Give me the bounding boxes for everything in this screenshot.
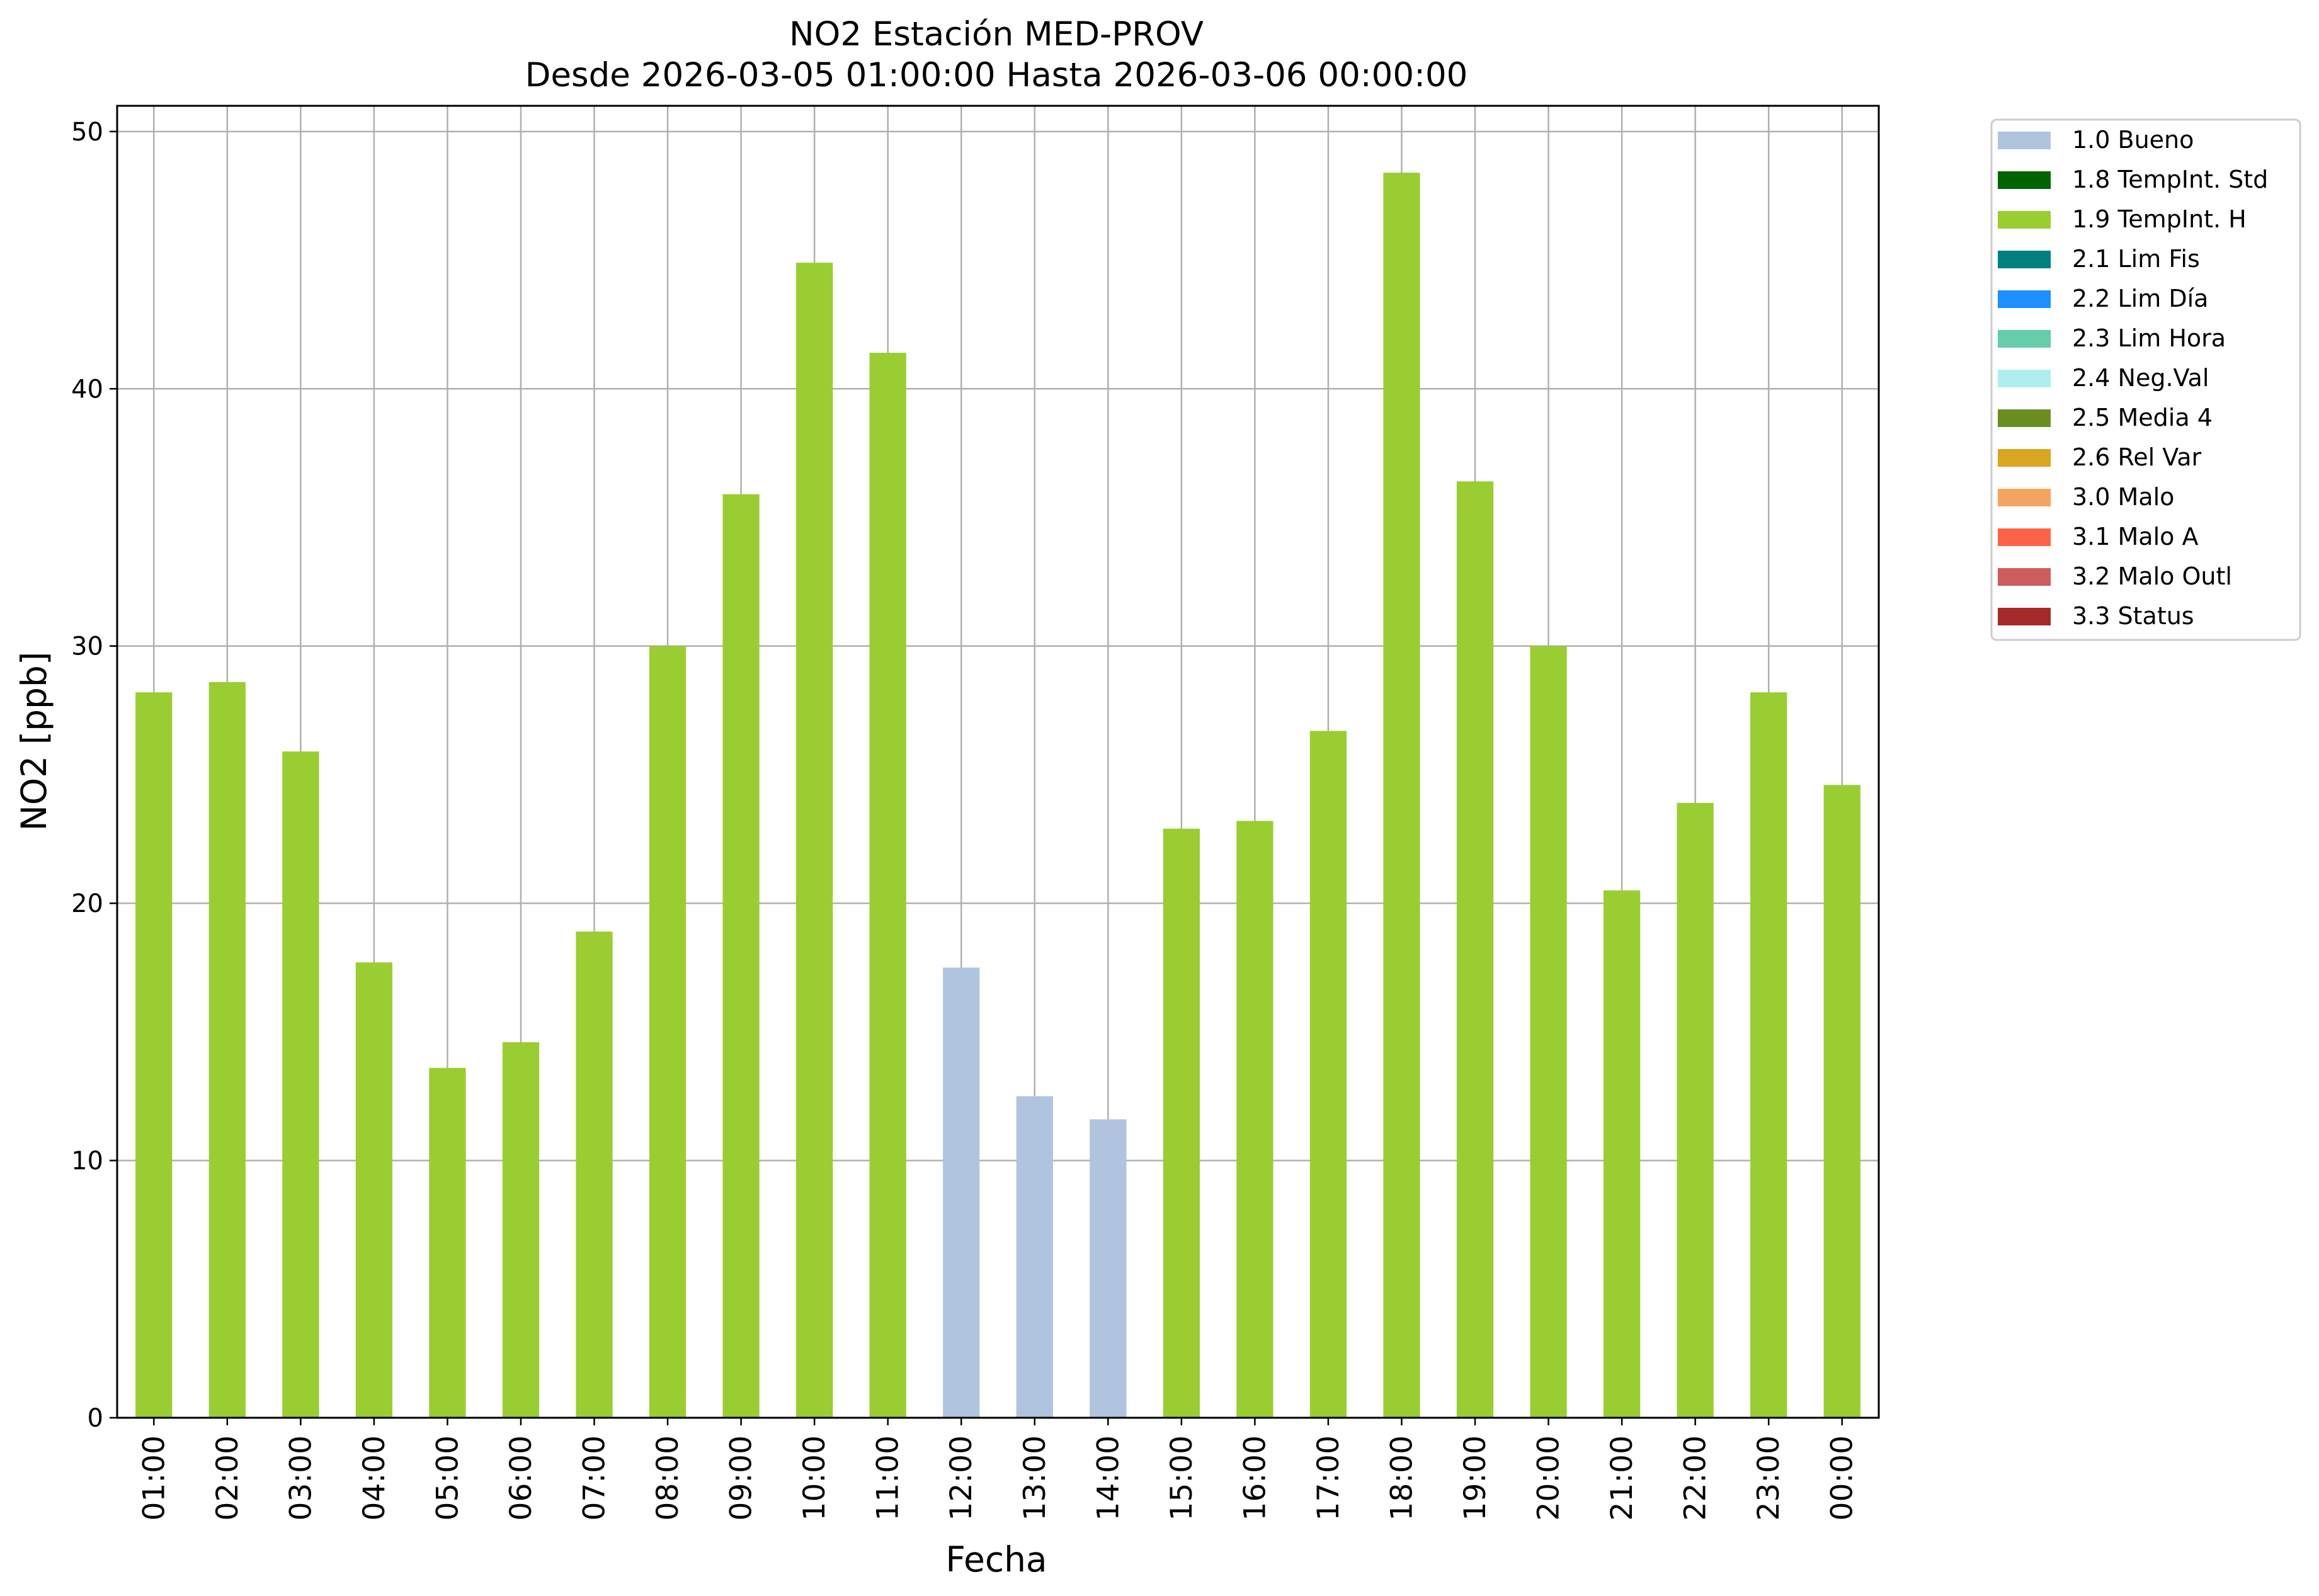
legend-swatch: [1998, 489, 2051, 506]
legend-swatch: [1998, 608, 2051, 625]
bar-0100: [135, 692, 173, 1418]
bar-2100: [1603, 890, 1641, 1418]
plot-frame: [116, 105, 1880, 1419]
x-tick-label: 09:00: [724, 1435, 759, 1520]
legend-swatch: [1998, 568, 2051, 586]
legend-label: 1.8 TempInt. Std: [2072, 166, 2268, 193]
legend-swatch: [1998, 449, 2051, 467]
x-tick-label: 15:00: [1165, 1435, 1199, 1520]
x-axis-ticks: 01:00 02:00 03:00 04:00 05:00 06:00 07:00 08:00…: [137, 1418, 1860, 1520]
chart-title: NO2 Estación MED-PROV: [789, 15, 1204, 54]
y-axis-label: NO2 [ppb]: [14, 652, 54, 831]
bar-0700: [576, 932, 613, 1418]
x-tick-label: 19:00: [1458, 1435, 1493, 1520]
x-tick-label: 10:00: [797, 1435, 832, 1520]
bar-1500: [1163, 828, 1200, 1418]
x-tick-label: 03:00: [283, 1435, 318, 1520]
bars: [135, 173, 1860, 1418]
legend-swatch: [1998, 528, 2051, 546]
bar-1300: [1016, 1096, 1053, 1418]
bar-0600: [502, 1042, 540, 1418]
bar-0200: [208, 681, 246, 1418]
x-tick-label: 07:00: [578, 1435, 612, 1520]
y-tick-label: 10: [71, 1147, 103, 1176]
bar-0900: [722, 494, 760, 1418]
y-tick-label: 40: [71, 375, 103, 404]
legend-label: 2.6 Rel Var: [2072, 443, 2202, 471]
legend-label: 3.2 Malo Outl: [2072, 562, 2232, 590]
x-tick-label: 12:00: [944, 1435, 979, 1520]
legend-label: 2.3 Lim Hora: [2072, 324, 2226, 352]
bar-0400: [355, 962, 393, 1418]
x-tick-label: 06:00: [504, 1435, 538, 1520]
bar-1900: [1456, 481, 1494, 1418]
bar-1000: [796, 263, 833, 1418]
bar-0800: [649, 646, 687, 1418]
bar-1100: [869, 353, 906, 1418]
x-tick-label: 04:00: [357, 1435, 392, 1520]
x-tick-label: 23:00: [1752, 1435, 1786, 1520]
legend-box: [1990, 118, 2301, 641]
bar-2200: [1677, 802, 1714, 1418]
x-tick-label: 08:00: [651, 1435, 685, 1520]
legend: 1.0 Bueno 1.8 TempInt. Std 1.9 TempInt. H 2…: [1990, 118, 2301, 641]
legend-swatch: [1998, 251, 2051, 268]
bar-1400: [1090, 1119, 1127, 1418]
x-tick-label: 00:00: [1825, 1435, 1860, 1520]
bar-1700: [1309, 731, 1347, 1418]
legend-label: 2.1 Lim Fis: [2072, 245, 2200, 273]
legend-swatch: [1998, 290, 2051, 308]
bar-1600: [1236, 821, 1273, 1418]
legend-label: 3.1 Malo A: [2072, 523, 2198, 550]
legend-swatch: [1998, 370, 2051, 387]
x-tick-label: 05:00: [430, 1435, 465, 1520]
x-tick-label: 13:00: [1018, 1435, 1052, 1520]
bar-0300: [282, 751, 319, 1418]
legend-label: 3.0 Malo: [2072, 483, 2174, 511]
x-tick-label: 16:00: [1238, 1435, 1272, 1520]
x-tick-label: 17:00: [1311, 1435, 1346, 1520]
x-tick-label: 11:00: [871, 1435, 906, 1520]
bar-0000: [1823, 785, 1860, 1418]
bar-1200: [943, 967, 980, 1418]
legend-swatch: [1998, 171, 2051, 189]
bar-0500: [429, 1068, 466, 1418]
x-tick-label: 20:00: [1532, 1435, 1566, 1520]
y-tick-label: 0: [88, 1404, 103, 1433]
legend-label: 2.4 Neg.Val: [2072, 364, 2209, 392]
legend-label: 1.9 TempInt. H: [2072, 205, 2247, 233]
legend-label: 2.2 Lim Día: [2072, 285, 2208, 312]
y-tick-label: 30: [71, 632, 103, 661]
legend-swatch: [1998, 211, 2051, 229]
y-tick-label: 20: [71, 889, 103, 918]
bar-2300: [1750, 692, 1787, 1418]
x-tick-label: 01:00: [137, 1435, 171, 1520]
bar-2000: [1530, 646, 1567, 1418]
legend-swatch: [1998, 132, 2051, 149]
legend-label: 2.5 Media 4: [2072, 404, 2213, 431]
bar-1800: [1383, 173, 1420, 1418]
chart-subtitle: Desde 2026-03-05 01:00:00 Hasta 2026-03-…: [525, 56, 1468, 94]
x-tick-label: 02:00: [210, 1435, 245, 1520]
legend-label: 1.0 Bueno: [2072, 126, 2194, 154]
legend-swatch: [1998, 330, 2051, 348]
x-axis-label: Fecha: [945, 1539, 1047, 1580]
legend-label: 3.3 Status: [2072, 602, 2194, 630]
y-tick-label: 50: [71, 118, 103, 147]
x-tick-label: 18:00: [1384, 1435, 1419, 1520]
legend-swatch: [1998, 409, 2051, 427]
y-axis-ticks: 0 10 20 30 40 50: [71, 118, 117, 1433]
x-tick-label: 21:00: [1605, 1435, 1639, 1520]
x-tick-label: 22:00: [1678, 1435, 1713, 1520]
x-tick-label: 14:00: [1091, 1435, 1125, 1520]
